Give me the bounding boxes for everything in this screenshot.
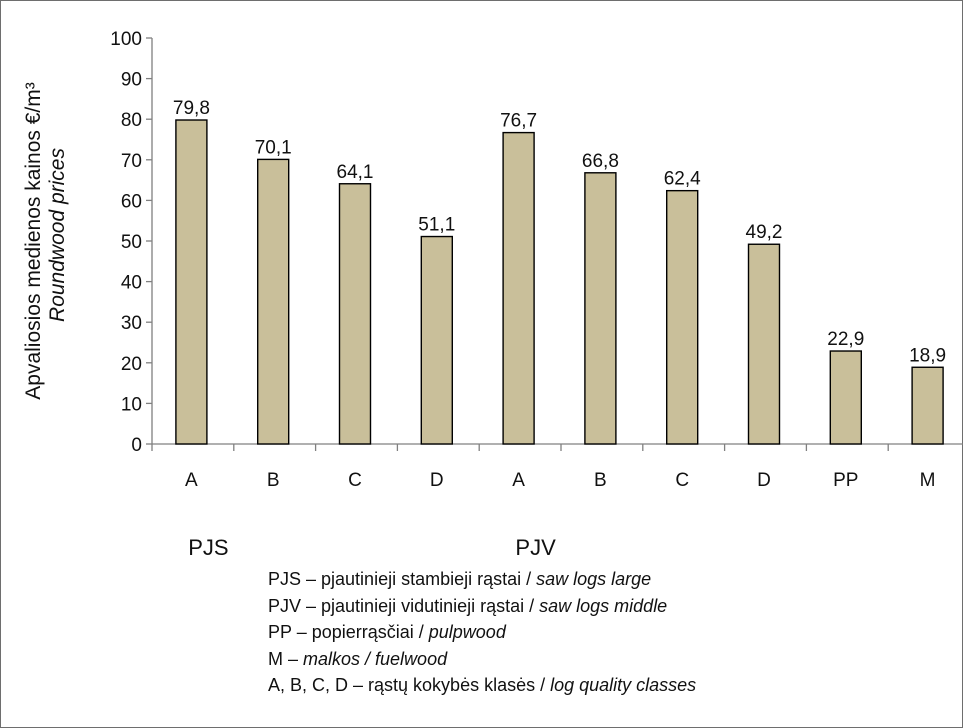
x-tick-label: C (675, 470, 689, 491)
y-tick-label: 80 (121, 110, 142, 131)
legend-item-plain: PJV – pjautinieji vidutinieji rąstai / (268, 595, 540, 616)
data-label: 79,8 (173, 98, 210, 119)
legend-item-plain: PJS – pjautinieji stambieji rąstai / (268, 569, 537, 589)
data-label: 66,8 (582, 151, 619, 172)
y-tick-label: 30 (121, 313, 142, 334)
data-label: 70,1 (255, 137, 292, 158)
data-label: 51,1 (418, 215, 455, 236)
y-tick-label: 60 (121, 191, 142, 212)
y-tick-label: 90 (121, 70, 142, 91)
bar (338, 183, 372, 445)
legend-item-italic: saw logs middle (539, 595, 668, 616)
x-tick-label: A (185, 470, 198, 491)
x-tick-label: B (594, 470, 607, 491)
legend-item-plain: PP – popierrąsčiai / (268, 622, 429, 642)
data-label: 64,1 (337, 162, 374, 183)
legend-item-classes: A, B, C, D – rąstų kokybės klasės / log … (268, 672, 908, 699)
x-tick-label: PP (833, 470, 858, 491)
legend-item-m: M – malkos / fuelwood (268, 646, 908, 673)
bar (257, 158, 290, 445)
x-tick-label: D (757, 470, 771, 491)
bar (666, 189, 699, 445)
x-tick-label: D (430, 470, 444, 491)
bar (420, 235, 453, 445)
data-label: 22,9 (827, 329, 864, 350)
group-label: PJV (515, 535, 556, 560)
bar (829, 350, 862, 445)
y-tick-label: 50 (121, 232, 142, 253)
data-label: 49,2 (746, 222, 783, 243)
legend-item-pjs: PJS – pjautinieji stambieji rąstai / saw… (268, 566, 908, 593)
data-label: 76,7 (500, 111, 537, 132)
legend-item-pp: PP – popierrąsčiai / pulpwood (268, 619, 908, 646)
y-tick-label: 100 (110, 29, 142, 50)
group-label: PJS (188, 535, 228, 560)
y-axis-title: Apvaliosios medienos kainos €/m³ (22, 82, 45, 399)
data-label: 18,9 (909, 345, 946, 366)
bar (175, 119, 208, 445)
data-label: 62,4 (664, 169, 701, 190)
y-tick-label: 70 (121, 151, 142, 172)
y-tick-label: 20 (121, 354, 142, 375)
legend-item-italic: malkos / fuelwood (303, 648, 448, 669)
bar (747, 243, 781, 445)
legend-item-italic: saw logs large (536, 569, 652, 589)
legend-item-italic: pulpwood (428, 622, 506, 642)
y-tick-label: 0 (131, 435, 142, 456)
y-tick-label: 40 (121, 273, 142, 294)
y-axis-subtitle: Roundwood prices (46, 148, 69, 322)
legend-item-pjv: PJV – pjautinieji vidutinieji rąstai / s… (268, 593, 908, 620)
x-tick-label: C (348, 470, 362, 491)
legend-item-plain: A, B, C, D – rąstų kokybės klasės / (268, 675, 551, 695)
bar (502, 131, 535, 445)
legend-item-plain: M – (268, 648, 304, 669)
bar (584, 172, 617, 445)
x-tick-label: B (267, 470, 280, 491)
bar (911, 366, 944, 445)
y-tick-label: 10 (121, 394, 142, 415)
x-tick-label: M (920, 470, 936, 491)
x-tick-label: A (512, 470, 525, 491)
legend-item-italic: log quality classes (550, 675, 697, 695)
legend: PJS – pjautinieji stambieji rąstai / saw… (268, 566, 908, 699)
